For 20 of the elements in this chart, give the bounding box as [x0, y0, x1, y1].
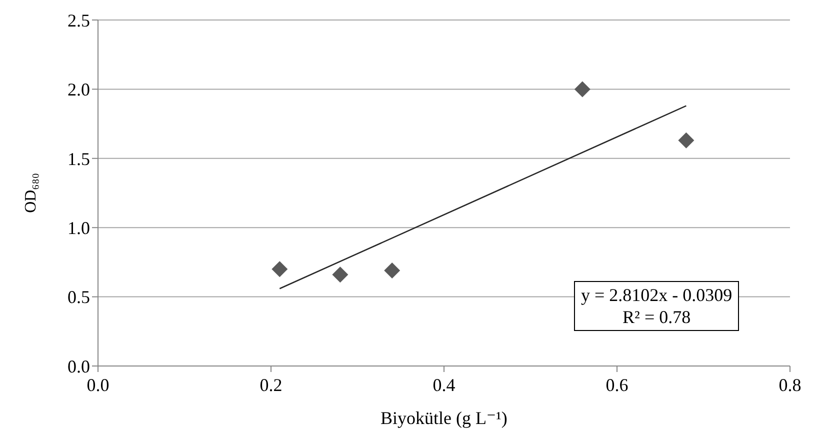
x-axis-title: Biyokütle (g L⁻¹)	[380, 408, 508, 428]
x-tick-label: 0.6	[606, 374, 628, 395]
annotation: R² = 0.78	[622, 306, 692, 328]
y-tick-label: 2.0	[68, 80, 90, 100]
y-tick-label: 1.5	[68, 148, 90, 169]
point	[384, 262, 400, 279]
point	[272, 261, 288, 278]
y-tick-label: 0.5	[68, 287, 90, 308]
point	[678, 132, 694, 148]
y-tick-label: 2.5	[68, 10, 90, 30]
annotation: y = 2.8102x - 0.0309	[581, 284, 732, 306]
x-tick-label: 0.0	[86, 374, 110, 395]
x-tick-label: 0.4	[432, 374, 456, 395]
point	[332, 266, 348, 283]
point	[574, 81, 590, 98]
y-tick-label: 0.0	[68, 356, 90, 376]
x-tick-label: 0.2	[260, 374, 282, 395]
y-axis-title: OD₆₈₀	[22, 173, 40, 213]
y-tick-label: 1.0	[68, 218, 90, 238]
x-tick-label: 0.8	[778, 374, 802, 395]
